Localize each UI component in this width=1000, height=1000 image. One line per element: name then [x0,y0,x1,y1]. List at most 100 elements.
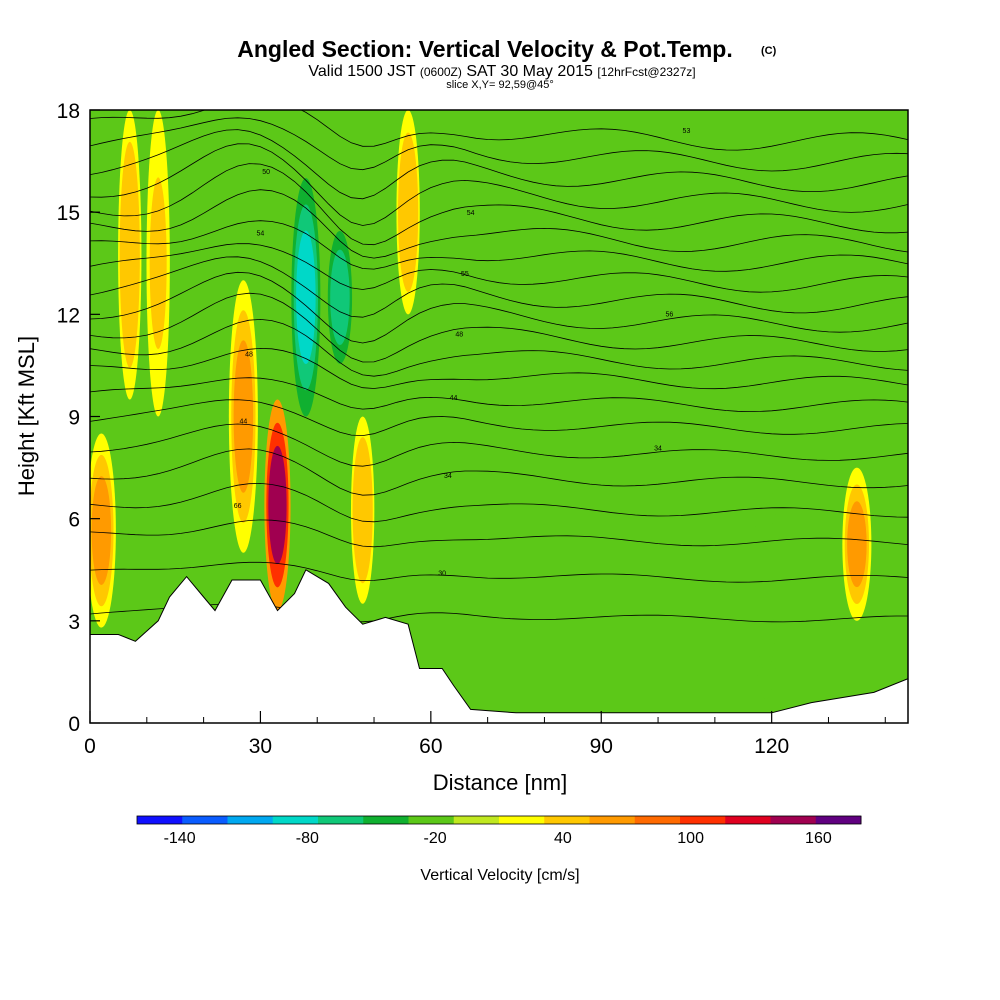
x-tick-label: 90 [590,735,613,758]
x-tick-label: 120 [754,735,789,758]
forecast-tag: [12hrFcst@2327z] [597,65,695,79]
theta-contour-label: 66 [234,503,242,510]
colorbar: -140 -80 -20 40 100 160 [136,815,862,847]
theta-contour-line [90,243,908,293]
theta-contour-line [90,318,908,377]
theta-contour-line [90,561,908,583]
theta-contour-label: 30 [438,571,446,578]
colorbar-swatch [272,816,319,824]
valid-date: SAT 30 May 2015 [466,63,593,80]
theta-contour-label: 54 [467,210,475,217]
theta-contour-label: 55 [461,271,469,278]
y-tick-label: 15 [57,202,80,225]
velocity-cell [399,154,417,270]
velocity-cell [193,328,214,539]
y-tick-label: 6 [68,509,80,532]
colorbar-swatch [182,816,228,824]
theta-contour-line [90,347,908,390]
velocity-cell [330,249,350,345]
y-tick-label: 12 [57,304,80,327]
theta-contour-line [90,423,908,467]
theta-contour-label: 34 [654,446,662,453]
y-tick-label: 3 [68,611,80,634]
y-tick-label: 0 [68,713,80,736]
slice-label: slice X,Y= 92,59@45° [446,79,554,91]
velocity-field [90,110,872,700]
velocity-cell [233,340,254,493]
theta-contour-label: 50 [262,169,270,176]
theta-contour-line [90,129,908,200]
colorbar-swatch [453,816,500,824]
theta-contour-label: 44 [239,419,247,426]
colorbar-tick-label: 160 [805,830,832,847]
colorbar-frame [136,815,862,825]
theta-contour-line [90,143,908,226]
colorbar-swatch [227,816,274,824]
x-axis-label: Distance [nm] [433,770,568,795]
theta-contour-line [90,220,908,272]
colorbar-swatch [815,816,862,824]
y-tick-label: 9 [68,407,80,430]
y-axis-label: Height [Kft MSL] [14,336,39,496]
theta-contour-label: 48 [245,352,253,359]
colorbar-swatch [680,816,726,824]
theta-contour-line [90,448,908,496]
colorbar-swatch [589,816,636,824]
velocity-cell [91,476,112,585]
colorbar-swatch [499,816,545,824]
theta-contour-label: 34 [444,473,452,480]
velocity-cell [121,173,139,336]
theta-contour-line [90,189,908,259]
colorbar-tick-label: -140 [164,830,196,847]
theta-contour-line [90,377,908,413]
colorbar-label: Vertical Velocity [cm/s] [420,867,579,884]
y-axis: 0 3 6 9 12 15 18 [57,100,100,736]
velocity-cell [847,501,867,588]
theta-contour-line [90,163,908,246]
colorbar-swatch [770,816,817,824]
colorbar-tick-label: 40 [554,830,572,847]
velocity-cell [268,445,287,565]
colorbar-swatch [408,816,455,824]
colorbar-swatch [137,816,183,824]
velocity-cell [756,505,776,645]
velocity-cell [149,177,167,350]
valid-zulu: (0600Z) [420,65,462,79]
theta-contour-line [90,271,908,344]
theta-contour-line [90,110,908,151]
valid-prefix: Valid 1500 JST [308,63,416,80]
theta-contour-line [90,292,908,363]
chart-title-tag: (C) [761,45,777,57]
colorbar-swatch [363,816,409,824]
theta-contour-label: 44 [450,395,458,402]
theta-contour-line [90,117,908,172]
colorbar-swatch [318,816,364,824]
theta-contour-line [90,256,908,318]
theta-contour-line [90,519,908,548]
x-tick-label: 0 [84,735,96,758]
theta-contour-label: 53 [683,128,691,135]
colorbar-swatch [544,816,590,824]
chart-title: Angled Section: Vertical Velocity & Pot.… [237,36,732,62]
velocity-cell [354,457,372,563]
x-tick-label: 30 [249,735,272,758]
colorbar-swatch [634,816,681,824]
colorbar-tick-label: -80 [296,830,319,847]
colorbar-tick-label: 100 [677,830,704,847]
terrain-mask [90,569,908,723]
theta-contours: 393066343444444848565554545053 [90,110,908,623]
plot-area: 393066343444444848565554545053 [90,110,908,723]
theta-contour-line [90,399,908,437]
valid-time-line: Valid 1500 JST (0600Z) SAT 30 May 2015 [… [308,63,695,80]
theta-contour-label: 54 [257,230,265,237]
colorbar-swatch [725,816,771,824]
colorbar-tick-label: -20 [424,830,447,847]
theta-contour-label: 56 [666,311,674,318]
x-axis: 0 30 60 90 120 [84,711,886,758]
velocity-cell [296,230,316,365]
x-tick-label: 60 [419,735,442,758]
theta-contour-label: 48 [455,331,463,338]
y-tick-label: 18 [57,100,80,123]
theta-contour-line [90,482,908,523]
